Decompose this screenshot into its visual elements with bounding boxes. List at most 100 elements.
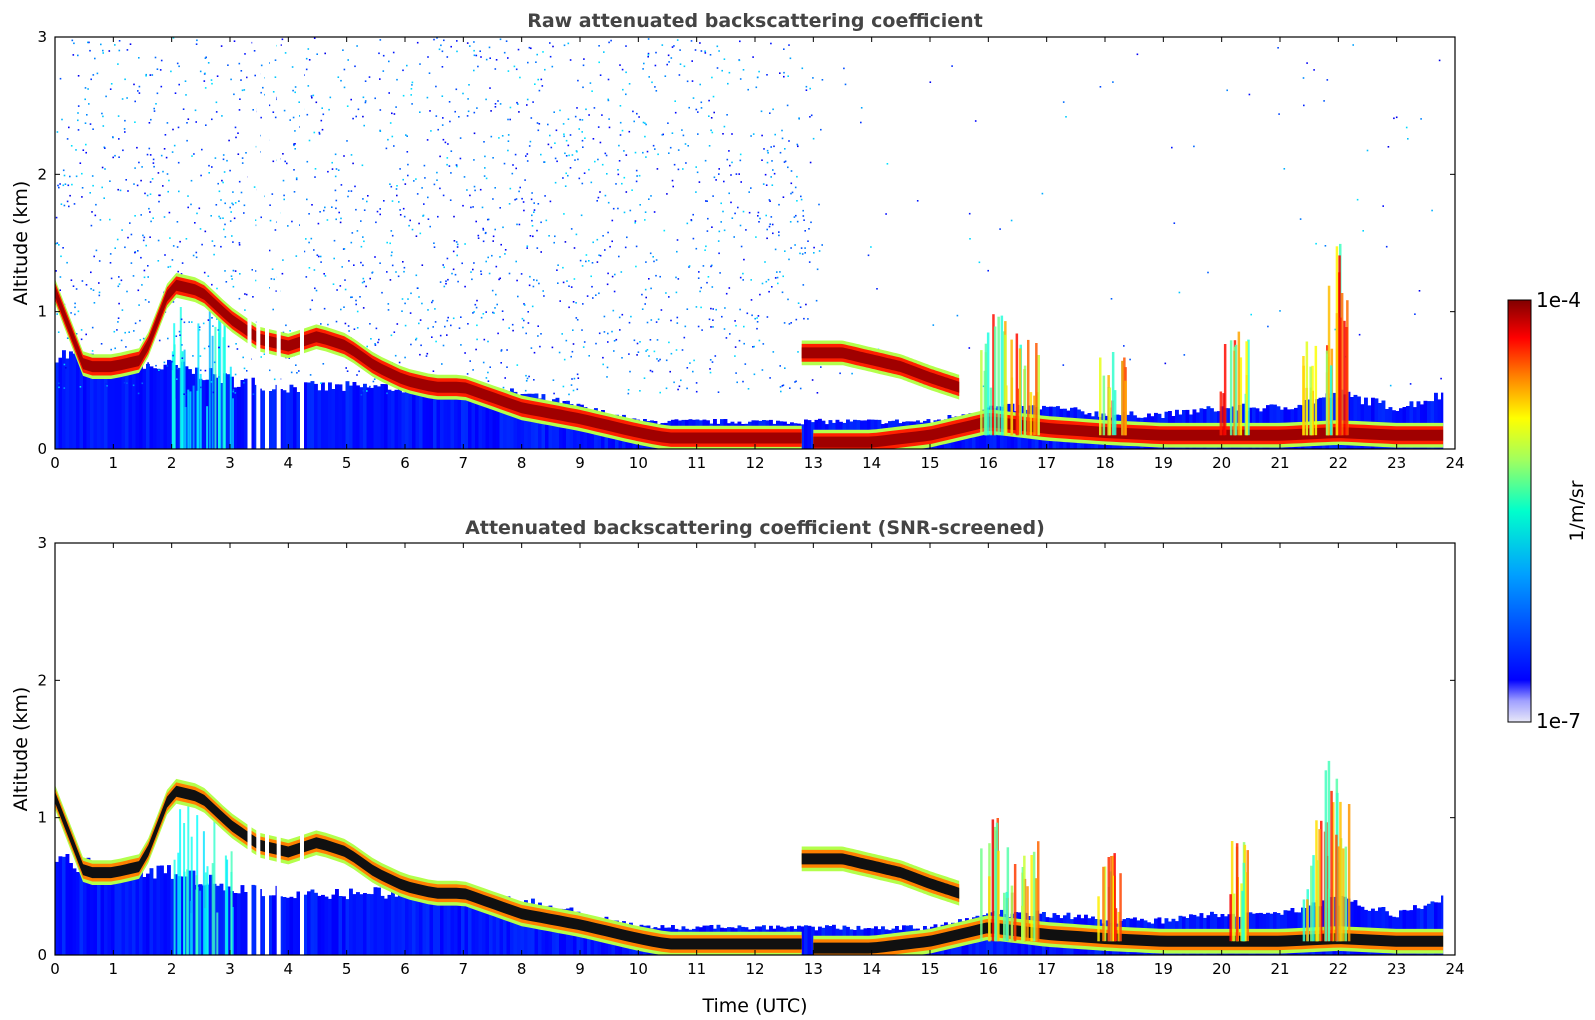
noise-pixel — [711, 361, 714, 363]
noise-pixel — [739, 308, 741, 311]
noise-pixel — [484, 167, 486, 169]
noise-pixel — [790, 247, 792, 249]
noise-pixel — [366, 390, 368, 392]
noise-pixel — [456, 246, 459, 248]
noise-pixel — [355, 208, 357, 211]
noise-pixel — [383, 200, 385, 202]
noise-pixel — [347, 195, 349, 198]
noise-pixel — [540, 78, 543, 81]
noise-pixel — [562, 177, 564, 179]
noise-pixel — [112, 136, 114, 139]
noise-pixel — [467, 98, 469, 100]
noise-pixel — [501, 310, 504, 312]
convective-plume — [1000, 315, 1004, 436]
x-tick-label: 21 — [1270, 960, 1289, 978]
noise-pixel — [617, 207, 619, 210]
noise-pixel — [494, 307, 496, 309]
noise-pixel — [403, 270, 405, 273]
aerosol-column — [121, 359, 126, 449]
noise-pixel — [207, 319, 210, 321]
convective-plume — [1035, 343, 1038, 436]
aerosol-column — [251, 377, 255, 449]
noise-pixel — [411, 81, 414, 84]
noise-pixel — [588, 355, 590, 357]
noise-pixel — [783, 48, 785, 50]
noise-pixel — [538, 123, 541, 125]
plume-streak — [196, 886, 199, 955]
noise-pixel — [743, 258, 745, 261]
aerosol-column — [499, 396, 504, 449]
noise-pixel — [507, 140, 510, 142]
noise-pixel — [648, 198, 650, 200]
noise-pixel — [789, 57, 792, 60]
noise-pixel — [1387, 146, 1390, 148]
noise-pixel — [583, 172, 586, 174]
noise-pixel — [246, 76, 248, 79]
aerosol-column — [440, 393, 444, 449]
noise-pixel — [757, 211, 760, 214]
noise-pixel — [621, 357, 623, 359]
aerosol-column — [380, 895, 385, 955]
noise-pixel — [270, 278, 273, 280]
noise-pixel — [81, 196, 83, 198]
noise-pixel — [237, 132, 239, 134]
aerosol-column — [72, 353, 77, 449]
noise-pixel — [227, 345, 230, 348]
plume-streak — [197, 323, 200, 449]
noise-pixel — [435, 85, 437, 88]
noise-pixel — [667, 122, 669, 124]
noise-pixel — [364, 80, 367, 82]
noise-pixel — [770, 216, 773, 218]
noise-pixel — [569, 167, 572, 169]
noise-pixel — [271, 268, 274, 270]
noise-pixel — [232, 390, 235, 393]
noise-pixel — [779, 271, 781, 273]
aerosol-column — [244, 892, 248, 955]
aerosol-column — [58, 856, 63, 955]
noise-pixel — [768, 225, 771, 228]
noise-pixel — [656, 339, 659, 341]
noise-pixel — [498, 278, 500, 281]
plume-streak — [202, 831, 205, 955]
noise-pixel — [740, 181, 742, 183]
noise-pixel — [683, 65, 686, 68]
noise-pixel — [518, 111, 520, 113]
noise-pixel — [742, 272, 744, 275]
noise-pixel — [598, 292, 600, 295]
noise-pixel — [58, 186, 60, 189]
noise-pixel — [788, 140, 790, 142]
noise-pixel — [1278, 113, 1280, 115]
noise-pixel — [538, 89, 541, 92]
noise-pixel — [530, 47, 532, 50]
noise-pixel — [101, 186, 103, 189]
noise-pixel — [720, 202, 722, 205]
convective-plume — [1302, 899, 1306, 942]
noise-pixel — [282, 153, 284, 155]
noise-pixel — [356, 374, 358, 376]
noise-pixel — [710, 129, 712, 132]
x-tick-label: 15 — [920, 960, 939, 978]
noise-pixel — [222, 158, 225, 161]
aerosol-column — [156, 865, 161, 955]
noise-pixel — [114, 44, 116, 46]
noise-pixel — [165, 156, 168, 159]
data-gap — [300, 543, 304, 955]
noise-pixel — [316, 254, 319, 256]
convective-plume — [1114, 908, 1118, 942]
noise-pixel — [622, 88, 624, 91]
noise-pixel — [126, 382, 128, 384]
noise-pixel — [649, 339, 652, 341]
noise-pixel — [576, 107, 578, 109]
noise-pixel — [227, 64, 229, 66]
noise-pixel — [223, 171, 226, 173]
noise-pixel — [170, 70, 172, 73]
plume-streak — [189, 900, 192, 955]
noise-pixel — [592, 241, 594, 244]
noise-pixel — [346, 140, 348, 142]
noise-pixel — [721, 69, 723, 72]
noise-pixel — [608, 118, 610, 120]
noise-pixel — [473, 132, 476, 135]
convective-plume — [1003, 892, 1006, 942]
x-tick-label: 13 — [804, 960, 823, 978]
noise-pixel — [80, 329, 83, 331]
